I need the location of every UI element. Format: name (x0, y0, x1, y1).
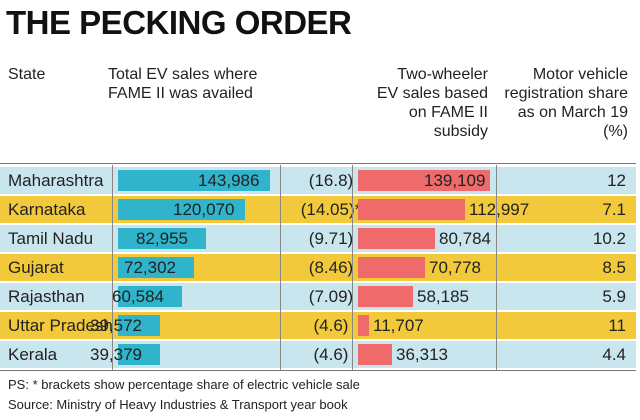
share-value: (7.09) (308, 287, 354, 306)
state-name: Maharashtra (8, 171, 104, 190)
source-note: Source: Ministry of Heavy Industries & T… (8, 397, 348, 412)
state-name: Gujarat (8, 258, 64, 277)
two-wheeler-bar (358, 344, 392, 365)
two-wheeler-bar (358, 315, 369, 336)
column-divider (112, 165, 113, 370)
table-row (0, 225, 636, 252)
total-ev-bar (118, 257, 194, 278)
header-two-line: on FAME II (408, 104, 488, 121)
column-divider (280, 165, 281, 370)
total-ev-value: 60,584 (112, 287, 164, 306)
total-ev-value: 82,955 (136, 229, 188, 248)
total-ev-bar (118, 199, 245, 220)
row-separator (0, 339, 636, 341)
header-state: State (8, 66, 46, 83)
motor-share-value: 4.4 (602, 345, 626, 364)
header-two-line: Two-wheeler (397, 66, 488, 83)
row-separator (0, 194, 636, 196)
chart-title: THE PECKING ORDER (6, 4, 352, 41)
header-total-line: FAME II was availed (108, 85, 253, 102)
header-motor-line: as on March 19 (517, 104, 628, 121)
table-bottom-line (0, 370, 636, 371)
motor-share-value: 10.2 (592, 229, 626, 248)
header-motor-line: Motor vehicle (532, 66, 628, 83)
state-name: Tamil Nadu (8, 229, 94, 248)
total-ev-value: 143,986 (198, 171, 260, 190)
footnote: PS: * brackets show percentage share of … (8, 377, 360, 392)
share-value: (4.6) (313, 316, 349, 335)
two-wheeler-value: 11,707 (373, 316, 424, 335)
table-row (0, 341, 636, 368)
state-name: Rajasthan (8, 287, 85, 306)
table-row (0, 196, 636, 223)
header-total-line: Total EV sales where (108, 66, 258, 83)
two-wheeler-value: 36,313 (396, 345, 448, 364)
header-motor-share: Motor vehicle registration share as on M… (484, 65, 628, 141)
column-divider (352, 165, 353, 370)
share-value: (8.46) (308, 258, 354, 277)
header-total-ev-sales: Total EV sales where FAME II was availed (108, 65, 308, 103)
state-name: Karnataka (8, 200, 86, 219)
header-motor-line: (%) (603, 123, 628, 140)
two-wheeler-value: 112,997 (469, 200, 530, 219)
two-wheeler-bar (358, 199, 465, 220)
two-wheeler-value: 80,784 (439, 229, 491, 248)
row-separator (0, 310, 636, 312)
share-value: (16.8) (308, 171, 354, 190)
motor-share-value: 7.1 (602, 200, 626, 219)
motor-share-value: 12 (607, 171, 626, 190)
total-ev-bar (118, 315, 160, 336)
column-divider (496, 165, 497, 370)
two-wheeler-bar (358, 228, 435, 249)
total-ev-bar (118, 228, 206, 249)
header-two-wheeler: Two-wheeler EV sales based on FAME II su… (346, 65, 488, 141)
total-ev-value: 72,302 (124, 258, 176, 277)
total-ev-value: 120,070 (173, 200, 235, 219)
two-wheeler-bar (358, 286, 413, 307)
motor-share-value: 8.5 (602, 258, 626, 277)
total-ev-value: 39,379 (90, 345, 142, 364)
row-separator (0, 252, 636, 254)
row-separator (0, 281, 636, 283)
two-wheeler-value: 70,778 (429, 258, 481, 277)
motor-share-value: 11 (608, 316, 626, 335)
table-row (0, 254, 636, 281)
total-ev-bar (118, 170, 270, 191)
state-name: Uttar Pradesh (8, 316, 113, 335)
header-motor-line: registration share (504, 85, 628, 102)
table-row (0, 167, 636, 194)
two-wheeler-bar (358, 257, 425, 278)
motor-share-value: 5.9 (602, 287, 626, 306)
row-separator (0, 223, 636, 225)
table-row (0, 283, 636, 310)
table-row (0, 312, 636, 339)
share-value: (14.05)* (300, 200, 362, 219)
total-ev-value: 39,572 (90, 316, 142, 335)
two-wheeler-value: 139,109 (424, 171, 486, 190)
header-two-line: subsidy (433, 123, 488, 140)
share-value: (9.71) (308, 229, 354, 248)
total-ev-bar (118, 286, 182, 307)
two-wheeler-bar (358, 170, 490, 191)
state-name: Kerala (8, 345, 58, 364)
header-divider (0, 163, 636, 164)
total-ev-bar (118, 344, 160, 365)
header-two-line: EV sales based (376, 85, 488, 102)
two-wheeler-value: 58,185 (417, 287, 469, 306)
share-value: (4.6) (313, 345, 349, 364)
